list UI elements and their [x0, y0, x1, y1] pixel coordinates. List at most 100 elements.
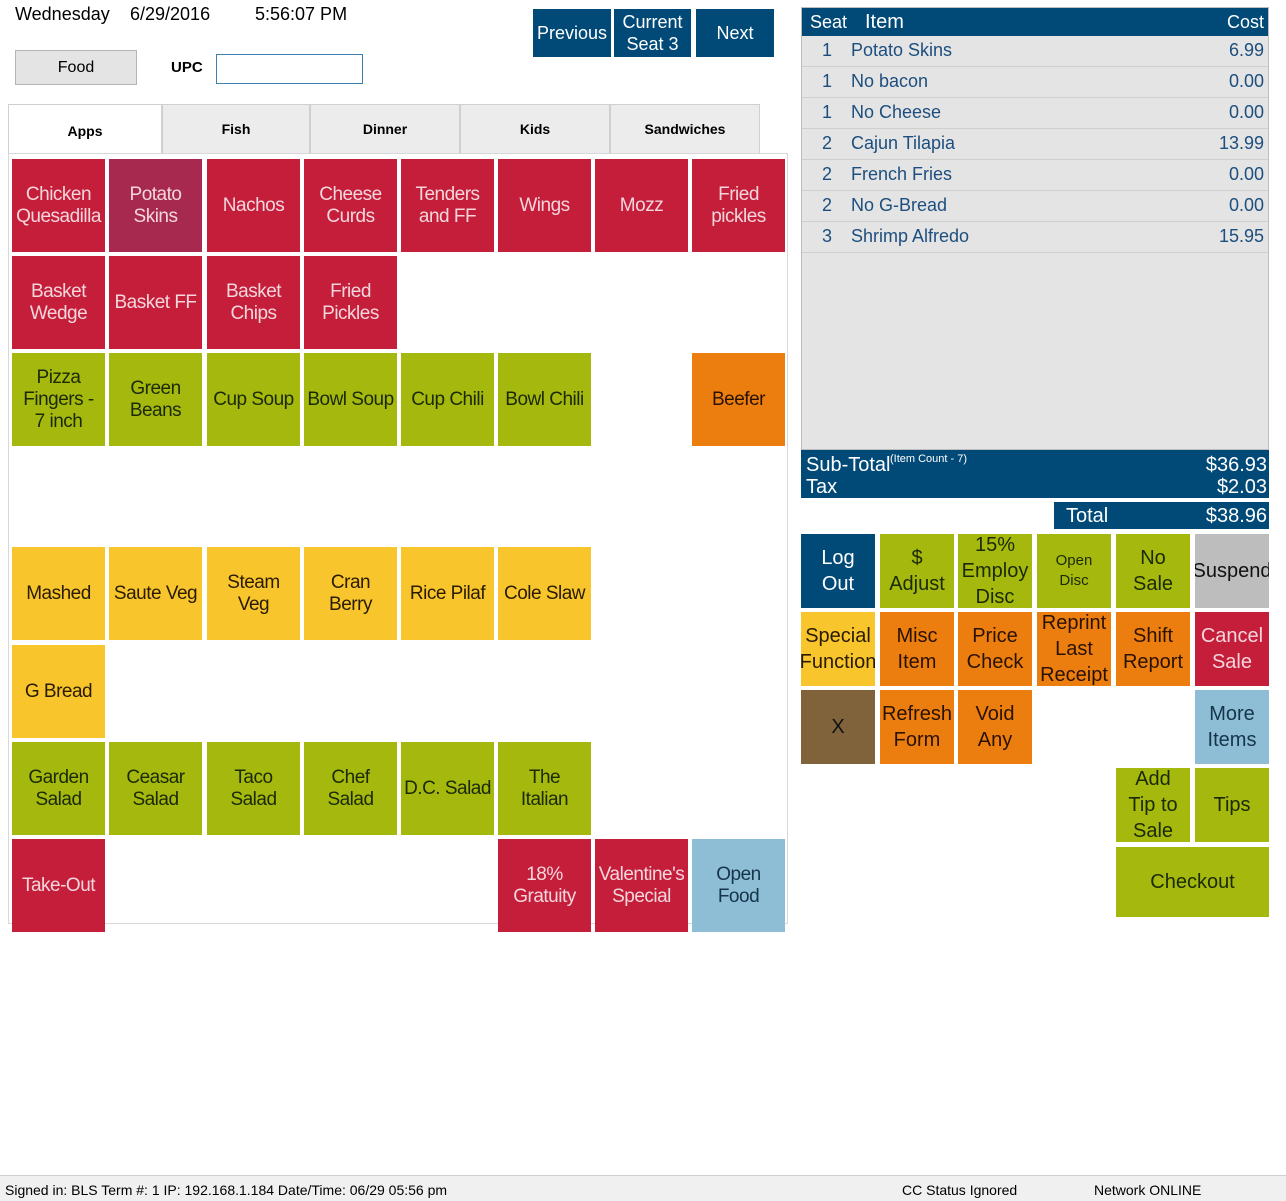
special-function-button[interactable]: Special Function	[801, 612, 875, 686]
menu-item-cup-soup[interactable]: Cup Soup	[207, 353, 300, 446]
suspend-button[interactable]: Suspend	[1195, 534, 1269, 608]
total-label: Total	[1066, 505, 1109, 527]
order-seat: 3	[822, 226, 833, 246]
order-cost: 0.00	[1228, 164, 1264, 184]
menu-item-gratuity[interactable]: 18% Gratuity	[498, 839, 591, 932]
menu-item-tenders-and-ff[interactable]: Tenders and FF	[401, 159, 494, 252]
order-item: French Fries	[851, 164, 953, 184]
menu-item-chicken-quesadilla[interactable]: Chicken Quesadilla	[12, 159, 105, 252]
x-button[interactable]: X	[801, 690, 875, 764]
menu-item-bowl-soup[interactable]: Bowl Soup	[304, 353, 397, 446]
menu-item-fried-pickles-basket[interactable]: Fried Pickles	[304, 256, 397, 349]
order-row[interactable]: 1 Potato Skins 6.99	[802, 36, 1268, 67]
order-row[interactable]: 3 Shrimp Alfredo 15.95	[802, 222, 1268, 253]
price-check-button[interactable]: Price Check	[958, 612, 1032, 686]
menu-item-fried-pickles[interactable]: Fried pickles	[692, 159, 785, 252]
menu-item-dc-salad[interactable]: D.C. Salad	[401, 742, 494, 835]
menu-item-g-bread[interactable]: G Bread	[12, 645, 105, 738]
order-cost: 0.00	[1228, 195, 1264, 215]
menu-item-nachos[interactable]: Nachos	[207, 159, 300, 252]
order-row[interactable]: 2 French Fries 0.00	[802, 160, 1268, 191]
misc-item-button[interactable]: Misc Item	[880, 612, 954, 686]
menu-item-mashed[interactable]: Mashed	[12, 547, 105, 640]
menu-item-pizza-fingers[interactable]: Pizza Fingers - 7 inch	[12, 353, 105, 446]
menu-item-open-food[interactable]: Open Food	[692, 839, 785, 932]
menu-item-garden-salad[interactable]: Garden Salad	[12, 742, 105, 835]
adjust-button[interactable]: $ Adjust	[880, 534, 954, 608]
menu-item-beefer[interactable]: Beefer	[692, 353, 785, 446]
network-status: Network ONLINE	[1094, 1182, 1202, 1198]
tab-apps[interactable]: Apps	[8, 104, 162, 156]
time-label: 5:56:07 PM	[255, 4, 348, 24]
no-sale-button[interactable]: No Sale	[1116, 534, 1190, 608]
menu-item-taco-salad[interactable]: Taco Salad	[207, 742, 300, 835]
menu-item-chef-salad[interactable]: Chef Salad	[304, 742, 397, 835]
menu-item-rice-pilaf[interactable]: Rice Pilaf	[401, 547, 494, 640]
menu-item-bowl-chili[interactable]: Bowl Chili	[498, 353, 591, 446]
menu-item-wings[interactable]: Wings	[498, 159, 591, 252]
checkout-button[interactable]: Checkout	[1116, 847, 1269, 917]
subtotal-label: Sub-Total	[806, 454, 891, 476]
order-row[interactable]: 1 No Cheese 0.00	[802, 98, 1268, 129]
tab-fish[interactable]: Fish	[162, 104, 310, 154]
menu-item-basket-wedge[interactable]: Basket Wedge	[12, 256, 105, 349]
order-row[interactable]: 1 No bacon 0.00	[802, 67, 1268, 98]
menu-item-green-beans[interactable]: Green Beans	[109, 353, 202, 446]
subtotal-value: $36.93	[1205, 454, 1267, 476]
total-bar: Total $38.96	[1054, 502, 1269, 529]
reprint-receipt-button[interactable]: Reprint Last Receipt	[1037, 612, 1111, 686]
menu-item-cup-chili[interactable]: Cup Chili	[401, 353, 494, 446]
log-out-button[interactable]: Log Out	[801, 534, 875, 608]
shift-report-button[interactable]: Shift Report	[1116, 612, 1190, 686]
totals-panel: Sub-Total (Item Count - 7) $36.93 Tax $2…	[801, 450, 1269, 498]
total-value: $38.96	[1205, 505, 1267, 527]
order-seat: 2	[822, 195, 833, 215]
order-seat: 1	[822, 102, 833, 122]
menu-item-cran-berry[interactable]: Cran Berry	[304, 547, 397, 640]
menu-item-the-italian[interactable]: The Italian	[498, 742, 591, 835]
date-label: 6/29/2016	[130, 4, 211, 24]
menu-item-cheese-curds[interactable]: Cheese Curds	[304, 159, 397, 252]
tax-label: Tax	[806, 476, 838, 498]
previous-seat-button[interactable]: Previous	[533, 9, 611, 57]
open-discount-button[interactable]: Open Disc	[1037, 534, 1111, 608]
order-item: No bacon	[851, 71, 929, 91]
menu-item-cole-slaw[interactable]: Cole Slaw	[498, 547, 591, 640]
order-item: Shrimp Alfredo	[851, 226, 970, 246]
order-item: No G-Bread	[851, 195, 948, 215]
add-tip-button[interactable]: Add Tip to Sale	[1116, 768, 1190, 842]
menu-item-potato-skins[interactable]: Potato Skins	[109, 159, 202, 252]
order-row[interactable]: 2 No G-Bread 0.00	[802, 191, 1268, 222]
order-cost: 0.00	[1228, 71, 1264, 91]
tab-kids[interactable]: Kids	[460, 104, 610, 154]
void-any-button[interactable]: Void Any	[958, 690, 1032, 764]
tips-button[interactable]: Tips	[1195, 768, 1269, 842]
more-items-button[interactable]: More Items	[1195, 690, 1269, 764]
menu-item-valentines-special[interactable]: Valentine's Special	[595, 839, 688, 932]
item-count-label: (Item Count - 7)	[890, 453, 968, 465]
menu-item-basket-ff[interactable]: Basket FF	[109, 256, 202, 349]
status-bar: Signed in: BLS Term #: 1 IP: 192.168.1.1…	[0, 1175, 1286, 1201]
order-seat: 2	[822, 164, 833, 184]
tab-dinner[interactable]: Dinner	[310, 104, 460, 154]
next-seat-button[interactable]: Next	[696, 9, 774, 57]
cancel-sale-button[interactable]: Cancel Sale	[1195, 612, 1269, 686]
menu-item-mozz[interactable]: Mozz	[595, 159, 688, 252]
menu-item-ceasar-salad[interactable]: Ceasar Salad	[109, 742, 202, 835]
refresh-form-button[interactable]: Refresh Form	[880, 690, 954, 764]
order-cost: 15.95	[1218, 226, 1264, 246]
order-item: No Cheese	[851, 102, 942, 122]
menu-item-basket-chips[interactable]: Basket Chips	[207, 256, 300, 349]
menu-item-take-out[interactable]: Take-Out	[12, 839, 105, 932]
item-column-header: Item	[865, 11, 904, 33]
menu-item-steam-veg[interactable]: Steam Veg	[207, 547, 300, 640]
menu-item-saute-veg[interactable]: Saute Veg	[109, 547, 202, 640]
upc-input[interactable]	[216, 54, 363, 84]
order-list[interactable]: Seat Item Cost 1 Potato Skins 6.99 1 No …	[801, 7, 1269, 450]
tab-sandwiches[interactable]: Sandwiches	[610, 104, 760, 154]
current-seat-button[interactable]: Current Seat 3	[614, 9, 691, 57]
employee-discount-button[interactable]: 15% Employ Disc	[958, 534, 1032, 608]
food-category-button[interactable]: Food	[15, 50, 137, 85]
order-row[interactable]: 2 Cajun Tilapia 13.99	[802, 129, 1268, 160]
order-item: Potato Skins	[851, 40, 953, 60]
